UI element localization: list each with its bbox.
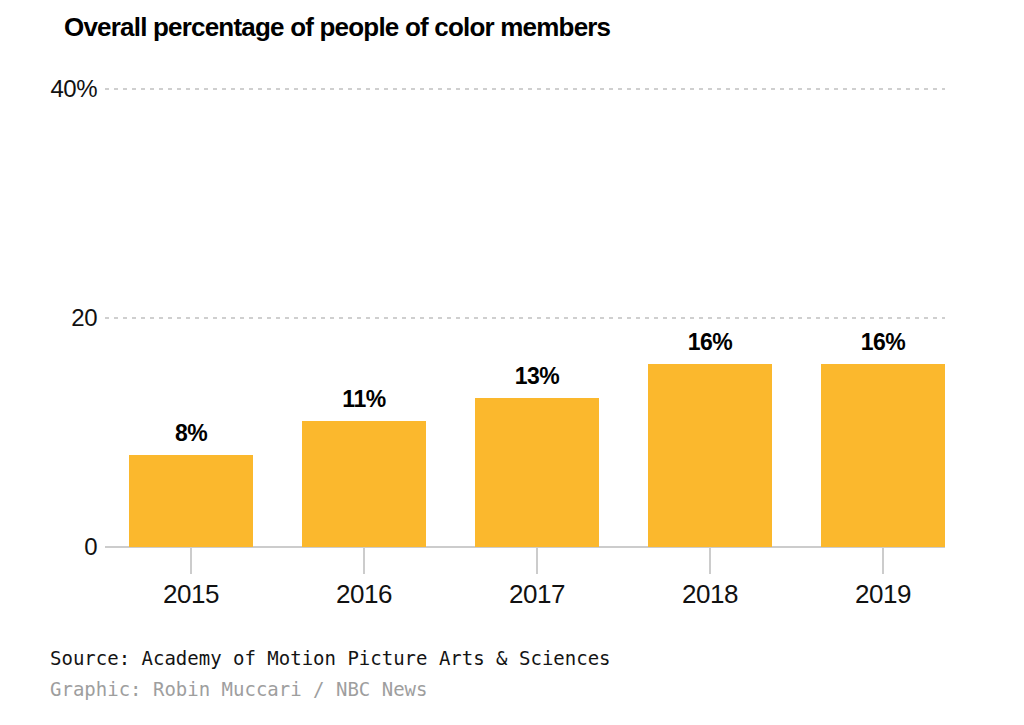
bar-group-2016: 11% [302,89,426,547]
x-category-label-2018: 2018 [640,579,780,610]
x-category-label-2017: 2017 [467,579,607,610]
bar-value-label-2018: 16% [648,331,772,354]
bar-2016 [302,421,426,547]
x-tick-2019 [882,548,884,574]
x-tick-2017 [536,548,538,574]
y-tick-label-40: 40% [0,75,97,103]
bar-2015 [129,455,253,547]
y-tick-label-0: 0 [0,533,97,561]
x-tick-2015 [190,548,192,574]
bar-value-label-2016: 11% [302,388,426,411]
bar-2018 [648,364,772,547]
bar-group-2019: 16% [821,89,945,547]
source-line: Source: Academy of Motion Picture Arts &… [50,647,611,669]
bar-value-label-2015: 8% [129,422,253,445]
y-tick-label-20: 20 [0,304,97,332]
chart-title: Overall percentage of people of color me… [64,14,610,41]
bar-value-label-2017: 13% [475,365,599,388]
bar-2017 [475,398,599,547]
x-axis: 20152016201720182019 [105,547,945,617]
bar-group-2018: 16% [648,89,772,547]
x-tick-2016 [363,548,365,574]
x-category-label-2016: 2016 [294,579,434,610]
bar-group-2015: 8% [129,89,253,547]
plot-area: 8% 11% 13% 16% 16% [105,89,945,547]
credit-line: Graphic: Robin Muccari / NBC News [50,678,428,700]
bar-group-2017: 13% [475,89,599,547]
bar-2019 [821,364,945,547]
nbc-news-bar-chart-graphic: Overall percentage of people of color me… [0,0,1024,725]
x-tick-2018 [709,548,711,574]
y-axis-labels: 02040% [0,89,100,548]
bar-value-label-2019: 16% [821,331,945,354]
x-category-label-2015: 2015 [121,579,261,610]
x-category-label-2019: 2019 [813,579,953,610]
